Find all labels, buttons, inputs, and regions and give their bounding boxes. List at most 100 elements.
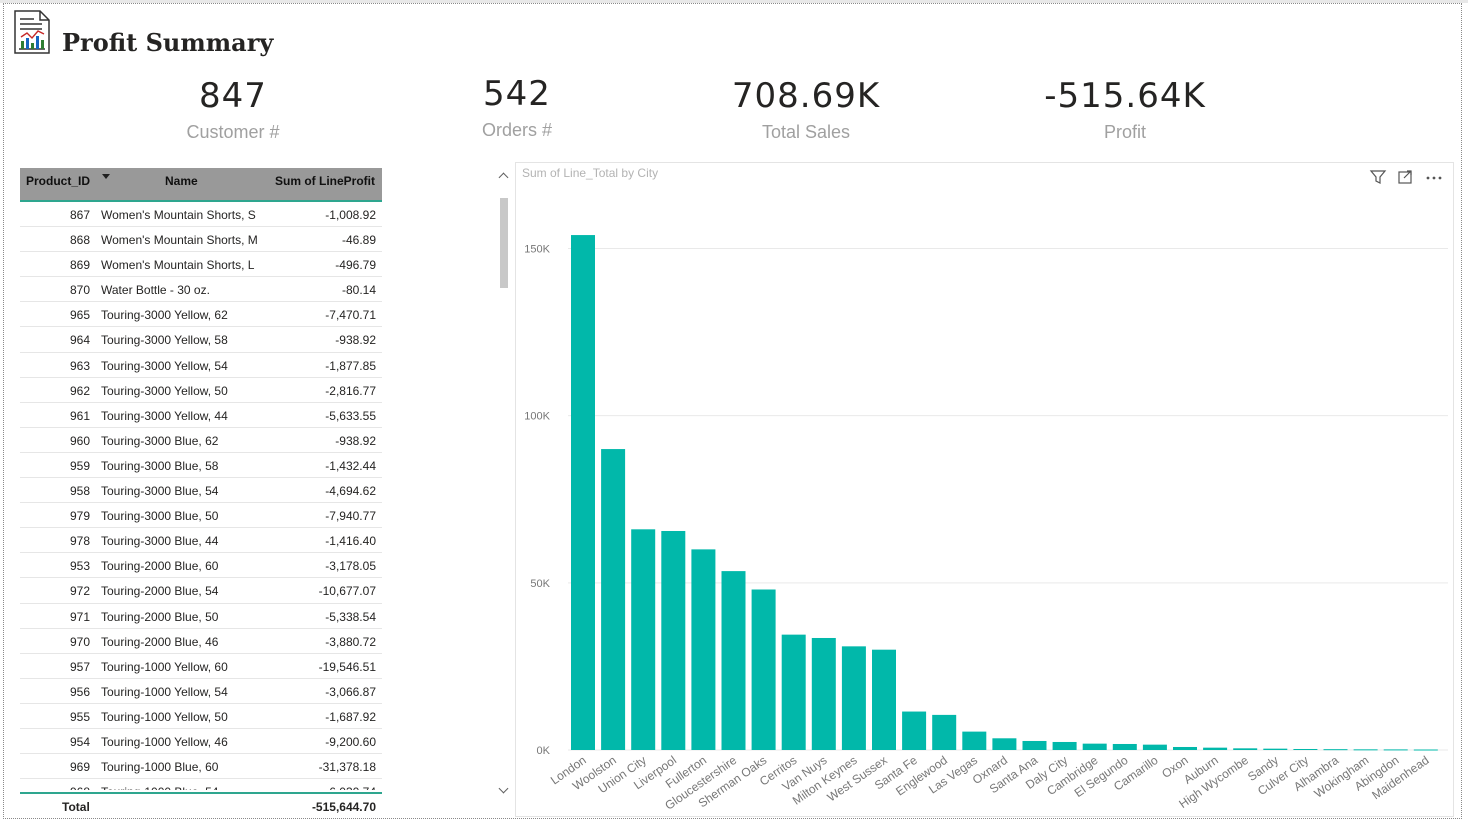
table-row[interactable]: 869 Women's Mountain Shorts, L -496.79: [20, 252, 382, 278]
product-name-cell: Touring-1000 Blue, 60: [101, 760, 219, 775]
table-row[interactable]: 958 Touring-3000 Blue, 54 -4,694.62: [20, 478, 382, 504]
line-profit-cell: -1,687.92: [325, 709, 376, 724]
bar-woolston[interactable]: [601, 449, 626, 750]
scroll-up-icon[interactable]: [498, 172, 509, 183]
kpi-card-orders[interactable]: 542 Orders #: [452, 74, 582, 141]
table-body[interactable]: 867 Women's Mountain Shorts, S -1,008.92 86…: [20, 202, 382, 790]
table-row[interactable]: 971 Touring-2000 Blue, 50 -5,338.54: [20, 604, 382, 629]
bar-fullerton[interactable]: [691, 549, 716, 750]
product-name-cell: Touring-3000 Blue, 54: [101, 484, 219, 499]
product-name-cell: Touring-2000 Blue, 60: [101, 559, 219, 574]
bar-maidenhead[interactable]: [1413, 749, 1438, 751]
table-row[interactable]: 970 Touring-2000 Blue, 46 -3,880.72: [20, 629, 382, 654]
table-row[interactable]: 961 Touring-3000 Yellow, 44 -5,633.55: [20, 403, 382, 428]
y-tick-label: 150K: [524, 243, 550, 255]
total-value: -515,644.70: [311, 800, 376, 814]
table-row[interactable]: 965 Touring-3000 Yellow, 62 -7,470.71: [20, 302, 382, 328]
table-row[interactable]: 870 Water Bottle - 30 oz. -80.14: [20, 277, 382, 303]
scroll-down-icon[interactable]: [498, 783, 509, 794]
product-name-cell: Touring-3000 Blue, 50: [101, 509, 219, 524]
sort-descending-icon[interactable]: [102, 174, 110, 179]
chart-title: Sum of Line_Total by City: [522, 166, 659, 180]
table-row[interactable]: 964 Touring-3000 Yellow, 58 -938.92: [20, 327, 382, 353]
table-row[interactable]: 956 Touring-1000 Yellow, 54 -3,066.87: [20, 679, 382, 704]
bar-van-nuys[interactable]: [811, 637, 836, 750]
bar-englewood[interactable]: [932, 714, 957, 750]
table-row[interactable]: 969 Touring-1000 Blue, 60 -31,378.18: [20, 754, 382, 780]
bar-sherman-oaks[interactable]: [751, 589, 776, 751]
y-tick-label: 100K: [524, 411, 550, 423]
column-header-sum-lineprofit[interactable]: Sum of LineProfit: [275, 174, 375, 188]
more-options-icon[interactable]: [1426, 176, 1442, 180]
product-id-cell: 869: [69, 258, 90, 273]
bar-alhambra[interactable]: [1323, 749, 1348, 751]
bar-cambridge[interactable]: [1082, 743, 1107, 750]
table-row[interactable]: 963 Touring-3000 Yellow, 54 -1,877.85: [20, 353, 382, 378]
page-title: Profit Summary: [62, 28, 274, 57]
column-header-name[interactable]: Name: [165, 174, 198, 188]
table-row[interactable]: 867 Women's Mountain Shorts, S -1,008.92: [20, 202, 382, 228]
bar-santa-ana[interactable]: [1022, 740, 1047, 750]
bar-west-sussex[interactable]: [872, 649, 896, 750]
bar-santa-fe[interactable]: [902, 711, 927, 750]
bar-cerritos[interactable]: [781, 634, 806, 750]
line-profit-cell: -31,378.18: [318, 760, 376, 775]
product-name-cell: Touring-1000 Yellow, 46: [101, 734, 228, 749]
product-id-cell: 960: [69, 433, 90, 448]
table-row[interactable]: 979 Touring-3000 Blue, 50 -7,940.77: [20, 503, 382, 529]
product-id-cell: 953: [69, 559, 90, 574]
table-scrollbar[interactable]: [498, 168, 510, 802]
product-id-cell: 954: [69, 734, 90, 749]
bar-abingdon[interactable]: [1383, 749, 1408, 751]
product-id-cell: 972: [69, 584, 90, 599]
table-row[interactable]: 978 Touring-3000 Blue, 44 -1,416.40: [20, 528, 382, 554]
product-id-cell: 965: [69, 308, 90, 323]
kpi-value: 542: [483, 74, 551, 114]
table-row[interactable]: 962 Touring-3000 Yellow, 50 -2,816.77: [20, 378, 382, 403]
table-row[interactable]: 959 Touring-3000 Blue, 58 -1,432.44: [20, 453, 382, 479]
product-id-cell: 957: [69, 659, 90, 674]
product-profit-table[interactable]: Product_ID Name Sum of LineProfit 867 Wom…: [20, 168, 382, 816]
bar-oxnard[interactable]: [992, 738, 1017, 750]
line-profit-cell: -938.92: [335, 333, 376, 348]
bar-london[interactable]: [571, 235, 595, 750]
bar-union-city[interactable]: [631, 529, 656, 750]
chart-toolbar: [1369, 170, 1442, 184]
sales-by-city-chart[interactable]: Sum of Line_Total by City 0K 50K 100K 150K L…: [515, 162, 1454, 817]
bar-daly-city[interactable]: [1052, 741, 1077, 750]
focus-mode-icon[interactable]: [1398, 170, 1412, 184]
kpi-card-total-sales[interactable]: 708.69K Total Sales: [716, 76, 896, 143]
bar-sandy[interactable]: [1263, 748, 1288, 750]
product-name-cell: Women's Mountain Shorts, S: [101, 208, 256, 222]
filter-icon[interactable]: [1369, 170, 1387, 184]
table-row[interactable]: 968 Touring-1000 Blue, 54 -6,030.74: [20, 779, 382, 790]
product-id-cell: 971: [69, 609, 90, 624]
bar-high-wycombe[interactable]: [1233, 748, 1258, 750]
bar-auburn[interactable]: [1203, 747, 1228, 750]
scroll-thumb[interactable]: [500, 198, 508, 288]
report-canvas: [3, 3, 1462, 819]
bar-el-segundo[interactable]: [1112, 743, 1137, 750]
bar-wokingham[interactable]: [1353, 749, 1378, 751]
table-row[interactable]: 957 Touring-1000 Yellow, 60 -19,546.51: [20, 654, 382, 679]
table-row[interactable]: 954 Touring-1000 Yellow, 46 -9,200.60: [20, 729, 382, 755]
product-id-cell: 970: [69, 634, 90, 649]
bar-gloucestershire[interactable]: [721, 571, 746, 750]
bar-milton-keynes[interactable]: [841, 646, 866, 750]
kpi-card-profit[interactable]: -515.64K Profit: [1030, 76, 1220, 143]
table-row[interactable]: 972 Touring-2000 Blue, 54 -10,677.07: [20, 578, 382, 604]
kpi-card-customers[interactable]: 847 Customer #: [168, 76, 298, 143]
column-header-product-id[interactable]: Product_ID: [26, 174, 91, 188]
bar-oxon[interactable]: [1173, 746, 1197, 750]
bar-culver-city[interactable]: [1293, 748, 1318, 750]
bar-camarillo[interactable]: [1142, 744, 1167, 750]
bar-las-vegas[interactable]: [962, 731, 987, 750]
table-row[interactable]: 868 Women's Mountain Shorts, M -46.89: [20, 227, 382, 253]
bar-liverpool[interactable]: [661, 530, 686, 750]
kpi-value: 847: [199, 76, 267, 116]
table-row[interactable]: 960 Touring-3000 Blue, 62 -938.92: [20, 428, 382, 453]
line-profit-cell: -10,677.07: [318, 584, 376, 599]
line-profit-cell: -5,338.54: [325, 609, 376, 624]
table-row[interactable]: 955 Touring-1000 Yellow, 50 -1,687.92: [20, 704, 382, 729]
table-row[interactable]: 953 Touring-2000 Blue, 60 -3,178.05: [20, 553, 382, 579]
